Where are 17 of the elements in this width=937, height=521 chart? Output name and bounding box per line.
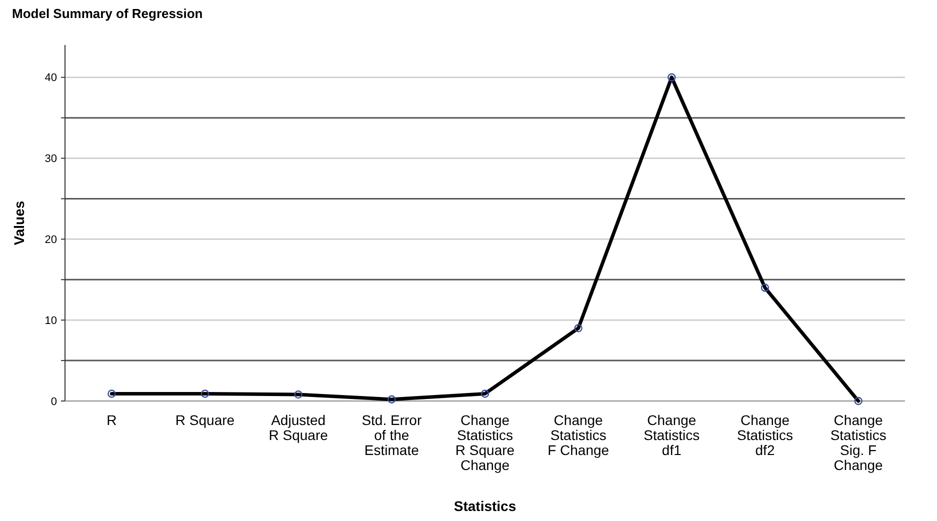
y-tick-label: 0 bbox=[50, 396, 57, 408]
y-tick-label: 20 bbox=[44, 234, 57, 246]
x-tick-label: Adjusted R Square bbox=[268, 412, 328, 443]
x-tick-label: Change Statistics F Change bbox=[548, 412, 610, 458]
x-tick-label: Change Statistics df1 bbox=[644, 412, 700, 458]
y-tick-label: 40 bbox=[44, 72, 57, 84]
y-axis-title: Values bbox=[11, 200, 27, 246]
chart-title: Model Summary of Regression bbox=[12, 6, 203, 21]
x-tick-label: Change Statistics Sig. F Change bbox=[830, 412, 886, 473]
x-tick-label: R bbox=[106, 412, 117, 428]
x-tick-label: Change Statistics df2 bbox=[736, 412, 794, 458]
x-axis-title: Statistics bbox=[454, 498, 516, 514]
y-tick-label: 30 bbox=[44, 153, 57, 166]
y-tick-label: 10 bbox=[44, 314, 57, 327]
x-tick-label: R Square bbox=[175, 412, 235, 428]
x-tick-label: Change Statistics R Square Change bbox=[455, 412, 515, 473]
x-tick-label: Std. Error of the Estimate bbox=[362, 412, 422, 458]
